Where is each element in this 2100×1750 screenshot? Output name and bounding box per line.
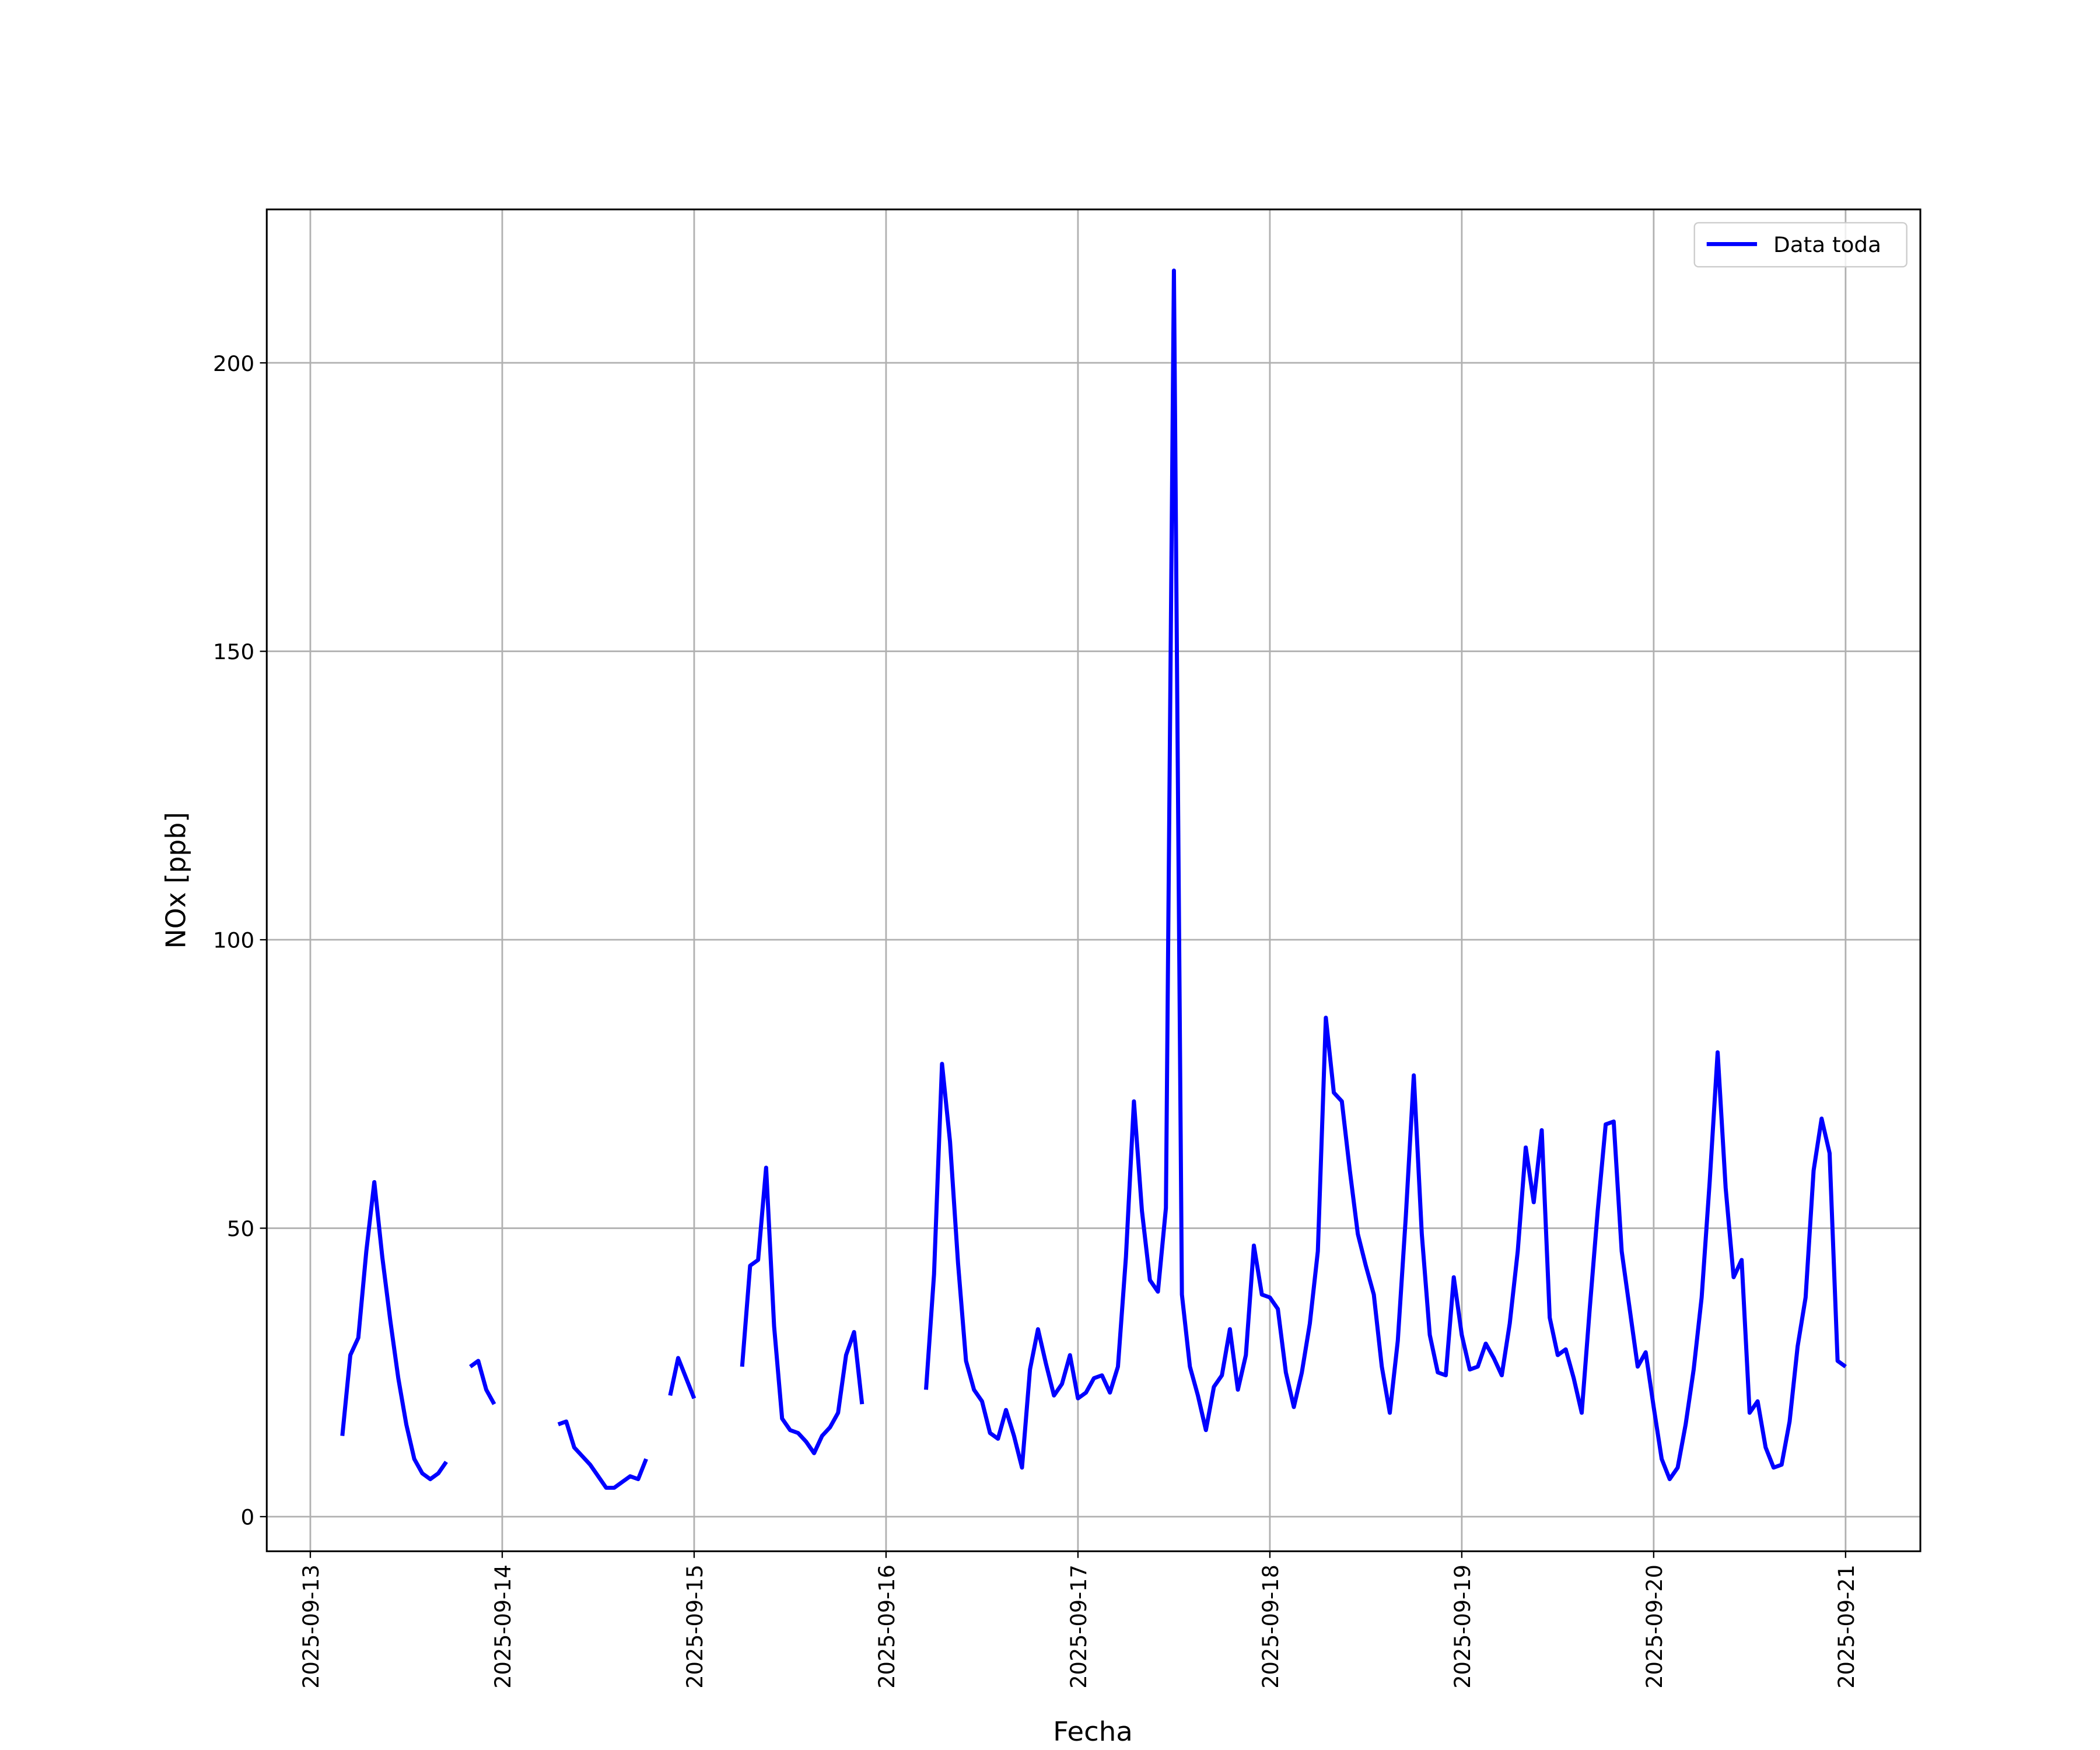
y-tick-label: 100	[213, 928, 254, 953]
legend-label: Data toda	[1773, 233, 1881, 258]
x-tick-label: 2025-09-16	[874, 1564, 900, 1688]
x-tick-label: 2025-09-19	[1450, 1564, 1475, 1688]
legend: Data toda	[1693, 222, 1908, 268]
y-tick-label: 200	[213, 351, 254, 376]
y-axis-label: NOx [ppb]	[160, 812, 192, 949]
x-tick-label: 2025-09-17	[1066, 1564, 1091, 1688]
x-tick-label: 2025-09-14	[491, 1564, 516, 1688]
x-axis-label: Fecha	[1053, 1716, 1133, 1746]
plot-frame	[265, 208, 1922, 1552]
y-tick-label: 50	[227, 1217, 254, 1242]
data-line	[340, 268, 1847, 1490]
x-tick-label: 2025-09-13	[299, 1564, 324, 1688]
x-tick-label: 2025-09-21	[1834, 1564, 1859, 1688]
y-tick-label: 0	[241, 1505, 255, 1530]
y-tick-label: 150	[213, 640, 254, 665]
x-tick-label: 2025-09-18	[1258, 1564, 1283, 1688]
legend-box	[1693, 222, 1908, 268]
x-tick-label: 2025-09-20	[1642, 1564, 1667, 1688]
x-tick-label: 2025-09-15	[682, 1564, 708, 1688]
